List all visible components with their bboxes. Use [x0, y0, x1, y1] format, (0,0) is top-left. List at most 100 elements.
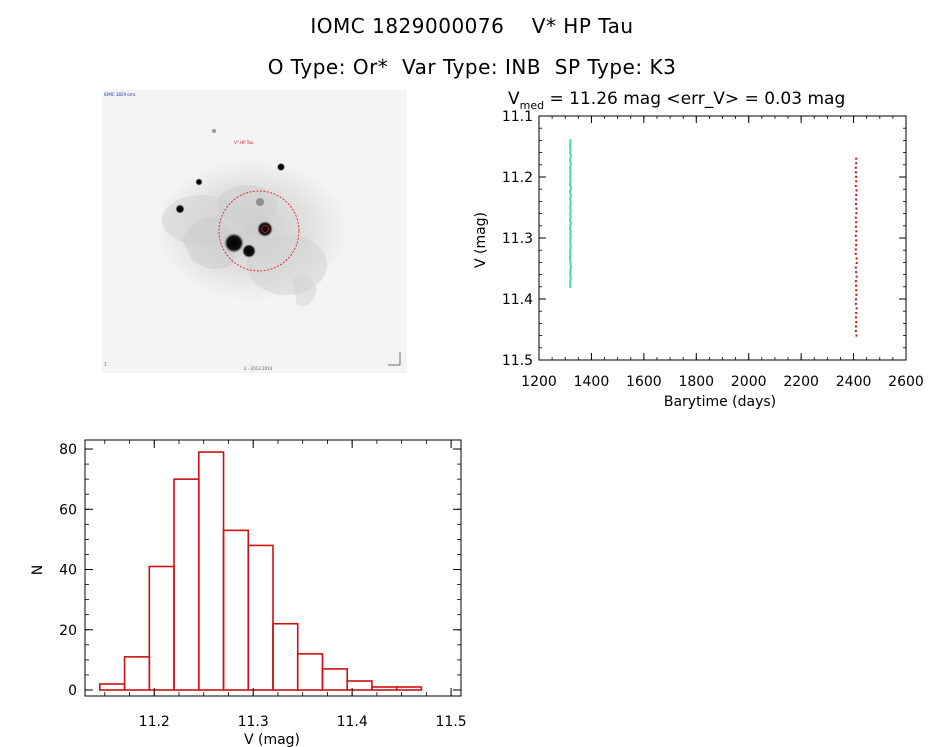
lc-point: [855, 307, 858, 310]
lc-point: [569, 222, 572, 225]
thumb-corner-label: IOMC 1829 omc: [104, 92, 136, 97]
lc-point: [569, 192, 572, 195]
lc-point: [855, 175, 858, 178]
lc-point: [569, 279, 572, 282]
lc-ytick-label: 11.1: [502, 109, 533, 125]
lc-point: [855, 275, 858, 278]
aperture-circle: [218, 190, 300, 272]
hist-ytick-label: 0: [68, 683, 77, 699]
lc-point: [569, 264, 572, 267]
histogram-bar: [222, 529, 250, 691]
lc-xtick-label: 2200: [783, 374, 819, 390]
star: [224, 233, 244, 253]
lc-point: [569, 164, 572, 167]
hist-xtick-label: 11.4: [337, 714, 368, 730]
lc-point: [569, 194, 572, 197]
lc-point: [569, 249, 572, 252]
lc-xtick-label: 1400: [574, 374, 610, 390]
lc-point: [855, 293, 858, 296]
lc-point: [855, 271, 858, 274]
lc-point: [569, 207, 572, 210]
lc-point: [569, 268, 572, 271]
star: [242, 244, 256, 258]
lc-point: [854, 171, 857, 174]
histogram-frame: [84, 439, 462, 697]
lc-point: [569, 198, 572, 201]
light-curve-xlabel: Barytime (days): [664, 394, 776, 410]
histogram-bar: [296, 653, 324, 691]
lc-point: [855, 325, 858, 328]
lc-point: [569, 200, 572, 203]
lc-point: [569, 181, 572, 184]
lc-point: [855, 198, 858, 201]
lc-point: [855, 221, 858, 224]
lc-point: [855, 162, 858, 165]
lc-point: [855, 157, 858, 160]
lc-point: [569, 253, 572, 256]
lc-point: [855, 320, 858, 323]
light-curve-frame: [538, 115, 907, 361]
lc-point: [854, 184, 857, 187]
hist-ytick-label: 20: [59, 623, 77, 639]
lc-point: [569, 154, 572, 157]
lc-point: [569, 145, 572, 148]
lc-point: [854, 280, 857, 283]
lc-point: [569, 205, 572, 208]
lc-point: [569, 239, 572, 242]
lc-ytick-label: 11.3: [502, 231, 533, 247]
lc-point: [569, 277, 572, 280]
sky-thumbnail: IOMC 1829 omc V* HP Tau 1' 2 - 2013 2014: [102, 90, 407, 373]
lc-point: [854, 203, 857, 206]
hist-ytick-label: 60: [59, 502, 77, 518]
sky-image: [102, 90, 407, 373]
lc-xtick-label: 2000: [731, 374, 767, 390]
lc-point: [569, 209, 572, 212]
star: [195, 178, 203, 186]
lc-xtick-label: 1600: [626, 374, 662, 390]
star: [175, 204, 185, 214]
lc-point: [854, 234, 857, 237]
lc-xtick-label: 1200: [521, 374, 557, 390]
lc-point: [569, 160, 572, 163]
histogram-bar: [395, 686, 423, 691]
lc-point: [854, 225, 857, 228]
target-star: [257, 221, 273, 237]
lc-point: [854, 330, 857, 333]
page-title: IOMC 1829000076 V* HP Tau: [310, 14, 634, 38]
histogram-bar: [123, 656, 151, 691]
lc-point: [855, 243, 858, 246]
lc-point: [854, 316, 857, 319]
lc-point: [569, 186, 572, 189]
lc-point: [569, 232, 572, 235]
lc-xtick-label: 2400: [836, 374, 872, 390]
lc-point: [569, 143, 572, 146]
lc-point: [569, 171, 572, 174]
lc-ytick-label: 11.2: [502, 170, 533, 186]
lc-point: [569, 196, 572, 199]
lc-point: [855, 289, 858, 292]
lc-point: [569, 285, 572, 288]
light-curve-title: Vmed = 11.26 mag <err_V> = 0.03 mag: [508, 89, 845, 112]
lc-point: [855, 262, 858, 265]
star: [256, 198, 264, 206]
lc-point: [569, 158, 572, 161]
hist-ytick-label: 40: [59, 563, 77, 579]
lc-point: [569, 211, 572, 214]
lc-point: [569, 243, 572, 246]
lc-point: [569, 150, 572, 153]
lc-point: [569, 175, 572, 178]
lc-point: [855, 207, 858, 210]
thumb-scale-label: 1': [104, 362, 108, 367]
lc-point: [569, 275, 572, 278]
lc-point: [569, 237, 572, 239]
histogram-bar: [247, 544, 274, 691]
lc-point: [569, 179, 572, 182]
lc-point: [569, 270, 572, 273]
lc-point: [569, 177, 572, 180]
lc-point: [854, 166, 857, 169]
lc-point: [854, 216, 857, 219]
histogram-bar: [99, 683, 126, 691]
lc-point: [569, 224, 572, 227]
lc-point: [854, 252, 857, 255]
histogram-bar: [321, 668, 349, 691]
